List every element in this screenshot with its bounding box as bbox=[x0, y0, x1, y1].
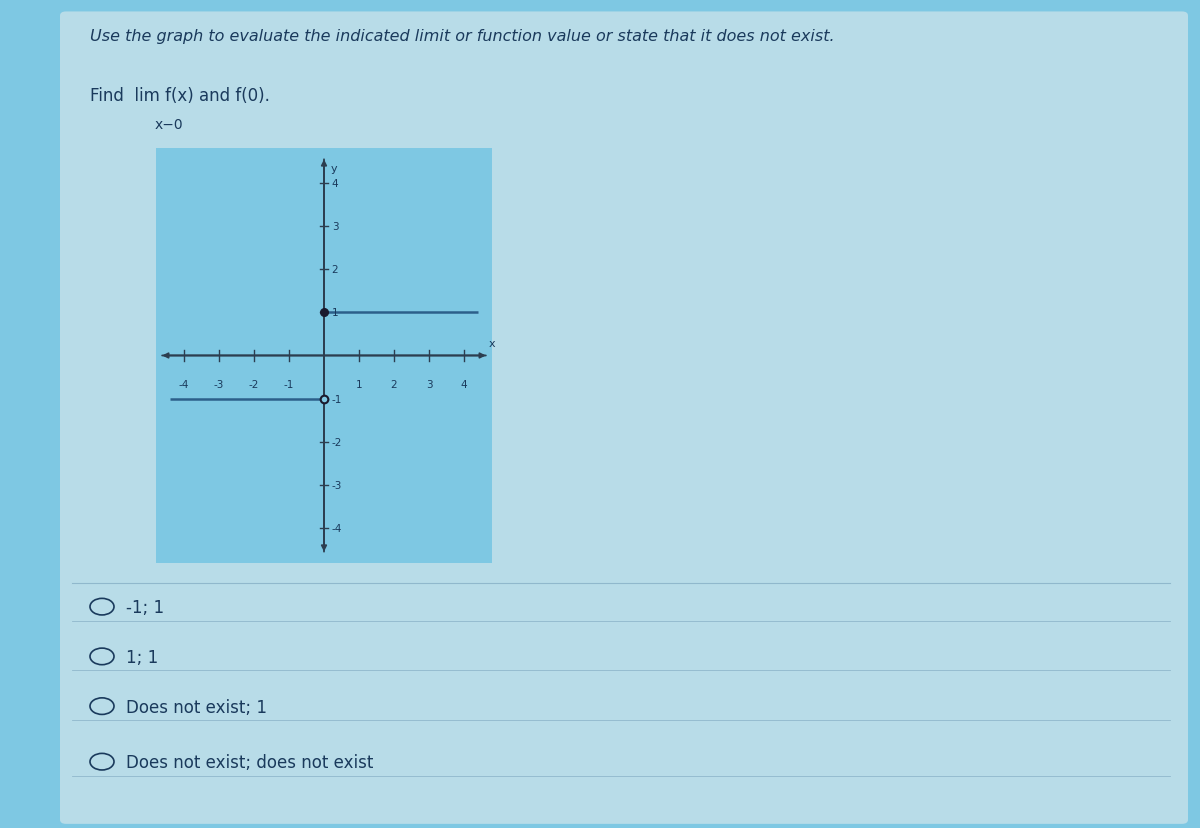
Text: Use the graph to evaluate the indicated limit or function value or state that it: Use the graph to evaluate the indicated … bbox=[90, 29, 835, 44]
Text: x−0: x−0 bbox=[155, 118, 182, 132]
Text: x: x bbox=[488, 339, 496, 349]
Text: -4: -4 bbox=[331, 523, 342, 533]
Text: 1: 1 bbox=[355, 380, 362, 390]
Text: 2: 2 bbox=[391, 380, 397, 390]
Text: 3: 3 bbox=[426, 380, 432, 390]
Text: 3: 3 bbox=[331, 222, 338, 232]
Text: Does not exist; 1: Does not exist; 1 bbox=[126, 698, 266, 716]
Text: -3: -3 bbox=[331, 480, 342, 490]
Text: -2: -2 bbox=[248, 380, 259, 390]
Text: -2: -2 bbox=[331, 437, 342, 447]
Text: 4: 4 bbox=[331, 179, 338, 189]
Text: Find  lim f(x) and f(0).: Find lim f(x) and f(0). bbox=[90, 87, 270, 105]
Text: y: y bbox=[330, 163, 337, 174]
Text: -1; 1: -1; 1 bbox=[126, 599, 164, 617]
Text: 2: 2 bbox=[331, 265, 338, 275]
Text: Does not exist; does not exist: Does not exist; does not exist bbox=[126, 753, 373, 772]
Text: 4: 4 bbox=[461, 380, 467, 390]
Text: 1; 1: 1; 1 bbox=[126, 648, 158, 667]
Text: 1: 1 bbox=[331, 308, 338, 318]
Text: -3: -3 bbox=[214, 380, 224, 390]
Text: -1: -1 bbox=[331, 394, 342, 404]
Text: -4: -4 bbox=[179, 380, 190, 390]
Text: -1: -1 bbox=[284, 380, 294, 390]
